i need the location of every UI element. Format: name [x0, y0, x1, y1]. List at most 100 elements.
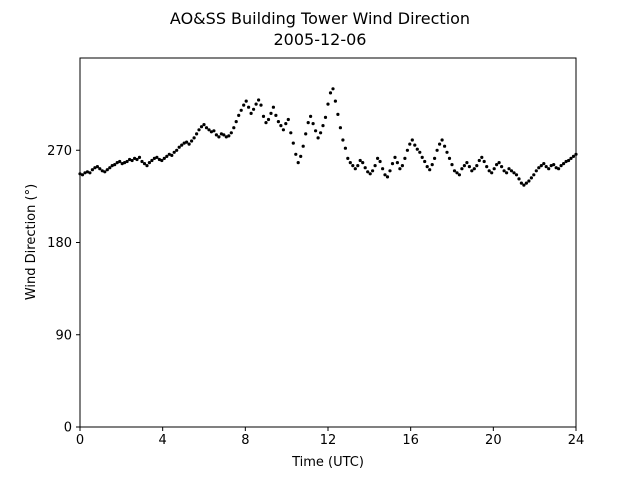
data-point: [170, 153, 174, 157]
y-tick-label: 270: [47, 144, 72, 159]
data-point: [418, 150, 422, 154]
data-point: [103, 170, 107, 174]
data-point: [142, 162, 147, 166]
data-point: [517, 177, 521, 181]
data-point: [222, 133, 226, 137]
data-point: [244, 99, 248, 103]
data-point: [304, 132, 308, 136]
data-point: [440, 138, 444, 142]
data-point: [224, 135, 228, 139]
data-point: [537, 166, 541, 170]
y-tick-label: 0: [64, 421, 72, 436]
data-point: [445, 150, 449, 154]
data-point: [405, 148, 409, 152]
data-point: [217, 135, 221, 139]
x-axis: 0 4 8 12 16 20 24: [76, 427, 584, 448]
data-point: [443, 144, 447, 148]
data-point: [115, 161, 119, 165]
y-tick-label: 90: [55, 328, 72, 343]
data-point: [252, 107, 256, 111]
data-point: [373, 164, 377, 168]
data-point: [175, 148, 179, 152]
data-point: [301, 144, 305, 148]
data-point: [467, 165, 471, 169]
data-point: [195, 132, 199, 136]
data-point: [390, 162, 395, 166]
data-point: [296, 161, 300, 165]
data-point: [239, 108, 243, 112]
data-point: [152, 156, 156, 160]
data-point: [457, 173, 461, 177]
data-point: [343, 146, 347, 150]
data-point: [276, 120, 280, 124]
data-point: [472, 167, 476, 171]
data-point: [413, 143, 417, 147]
data-points: [78, 87, 578, 187]
data-point: [95, 165, 99, 169]
data-point: [271, 105, 275, 109]
data-point: [147, 161, 151, 165]
data-point: [125, 159, 129, 164]
data-point: [544, 165, 548, 169]
data-point: [542, 162, 546, 166]
data-point: [190, 139, 194, 143]
data-point: [321, 124, 325, 128]
data-point: [294, 152, 298, 156]
data-point: [88, 171, 92, 175]
data-point: [264, 121, 268, 125]
data-point: [180, 143, 184, 147]
data-point: [229, 131, 233, 135]
data-point: [452, 169, 457, 173]
data-point: [289, 131, 293, 135]
data-point: [187, 142, 191, 146]
data-point: [507, 167, 511, 171]
data-point: [269, 111, 273, 115]
data-point: [90, 168, 94, 172]
data-point: [425, 165, 429, 169]
data-point: [319, 131, 323, 135]
data-point: [502, 169, 506, 173]
data-point: [381, 167, 385, 171]
data-point: [281, 128, 285, 132]
data-point: [333, 99, 337, 103]
data-point: [514, 173, 519, 177]
data-point: [207, 128, 211, 132]
data-point: [532, 173, 536, 177]
data-point: [480, 155, 484, 159]
data-point: [433, 156, 437, 160]
data-point: [398, 167, 402, 171]
data-point: [383, 173, 387, 177]
data-point: [410, 138, 414, 142]
data-point: [155, 155, 159, 159]
data-point: [435, 148, 439, 152]
data-point: [98, 167, 102, 171]
data-point: [571, 154, 576, 158]
data-point: [559, 164, 563, 168]
data-point: [534, 169, 538, 173]
data-point: [311, 122, 315, 126]
data-point: [286, 117, 290, 122]
data-point: [279, 124, 283, 128]
data-point: [105, 168, 109, 172]
data-point: [219, 132, 223, 136]
data-point: [145, 164, 149, 168]
data-point: [202, 123, 206, 127]
data-point: [490, 171, 494, 175]
data-point: [482, 159, 486, 164]
data-point: [254, 102, 258, 106]
y-axis-label: Wind Direction (°): [24, 184, 39, 300]
data-point: [358, 158, 362, 163]
data-point: [157, 157, 161, 162]
x-tick-label: 16: [402, 433, 419, 448]
data-point: [465, 161, 469, 165]
data-point: [331, 87, 335, 91]
data-point: [182, 141, 186, 145]
data-point: [487, 169, 491, 173]
data-point: [140, 159, 144, 164]
data-point: [505, 171, 509, 175]
x-tick-label: 12: [320, 433, 337, 448]
data-point: [192, 136, 196, 140]
data-point: [150, 158, 154, 163]
data-point: [291, 141, 295, 145]
